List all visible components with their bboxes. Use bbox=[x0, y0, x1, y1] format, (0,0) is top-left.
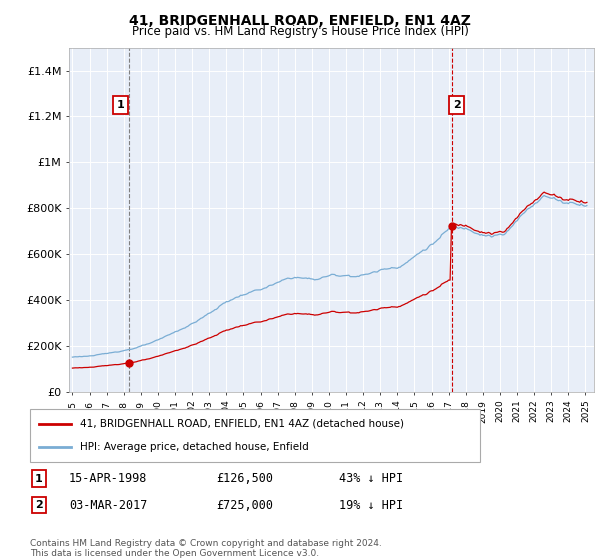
Text: £126,500: £126,500 bbox=[216, 472, 273, 486]
Text: 41, BRIDGENHALL ROAD, ENFIELD, EN1 4AZ (detached house): 41, BRIDGENHALL ROAD, ENFIELD, EN1 4AZ (… bbox=[79, 419, 404, 429]
Text: 15-APR-1998: 15-APR-1998 bbox=[69, 472, 148, 486]
Text: 43% ↓ HPI: 43% ↓ HPI bbox=[339, 472, 403, 486]
Text: Price paid vs. HM Land Registry's House Price Index (HPI): Price paid vs. HM Land Registry's House … bbox=[131, 25, 469, 38]
FancyBboxPatch shape bbox=[30, 409, 480, 462]
Text: Contains HM Land Registry data © Crown copyright and database right 2024.
This d: Contains HM Land Registry data © Crown c… bbox=[30, 539, 382, 558]
Text: HPI: Average price, detached house, Enfield: HPI: Average price, detached house, Enfi… bbox=[79, 442, 308, 452]
Text: 1: 1 bbox=[116, 100, 124, 110]
Text: 2: 2 bbox=[35, 500, 43, 510]
Text: 41, BRIDGENHALL ROAD, ENFIELD, EN1 4AZ: 41, BRIDGENHALL ROAD, ENFIELD, EN1 4AZ bbox=[129, 14, 471, 28]
Text: 03-MAR-2017: 03-MAR-2017 bbox=[69, 498, 148, 512]
Text: 1: 1 bbox=[35, 474, 43, 484]
Text: 2: 2 bbox=[453, 100, 461, 110]
Text: £725,000: £725,000 bbox=[216, 498, 273, 512]
Text: 19% ↓ HPI: 19% ↓ HPI bbox=[339, 498, 403, 512]
